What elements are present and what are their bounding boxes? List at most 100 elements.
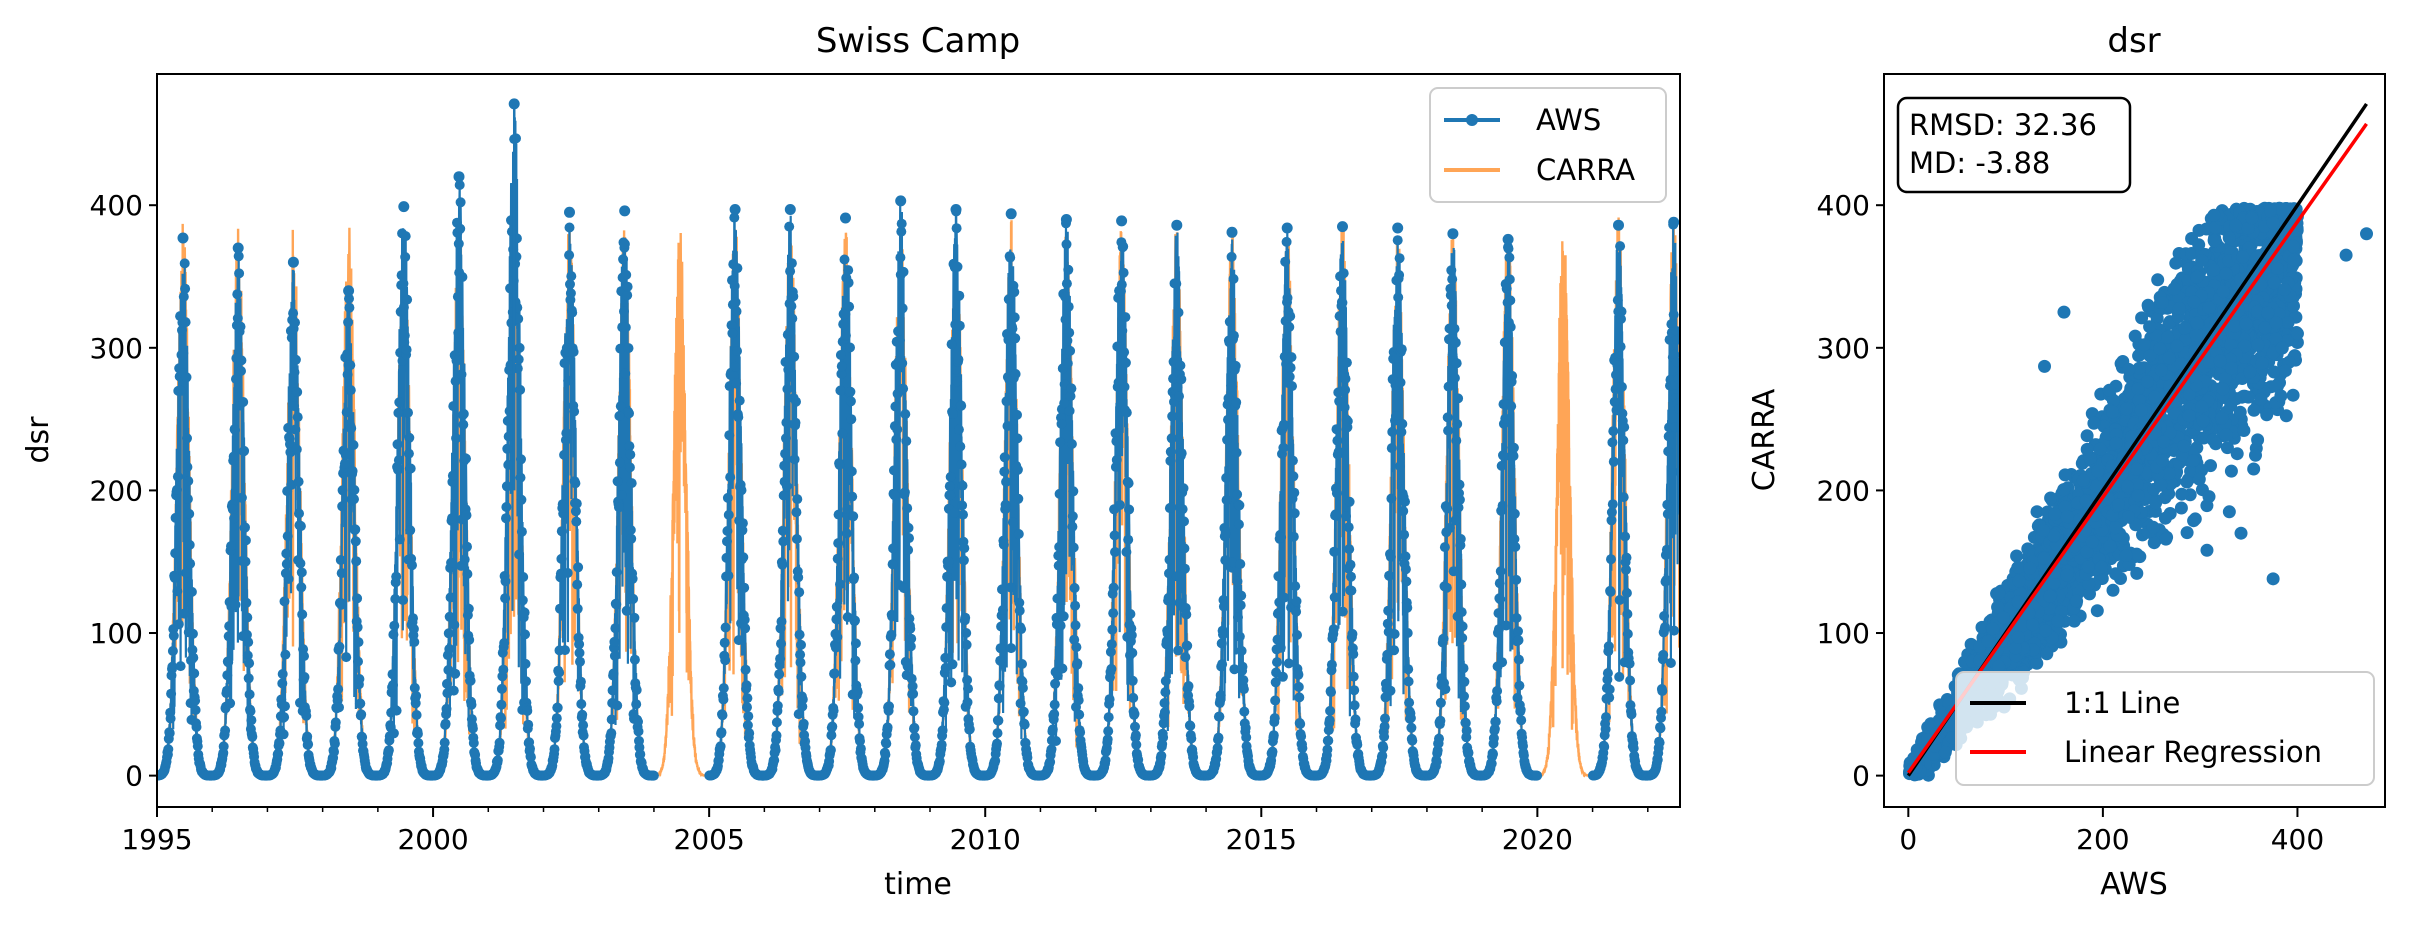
- aws-point: [1272, 634, 1283, 645]
- aws-point: [946, 339, 957, 350]
- aws-peak-point: [287, 256, 299, 268]
- aws-point: [1108, 582, 1119, 593]
- aws-point: [498, 664, 509, 675]
- aws-point: [1607, 499, 1618, 510]
- aws-point: [1287, 381, 1297, 392]
- aws-point: [1403, 664, 1414, 675]
- aws-point: [1000, 499, 1011, 510]
- aws-point: [1385, 551, 1396, 562]
- aws-point: [1106, 639, 1117, 650]
- aws-point: [1282, 292, 1293, 303]
- aws-point: [1604, 692, 1615, 703]
- aws-point: [1013, 529, 1024, 539]
- aws-point: [514, 549, 525, 560]
- aws-point: [295, 558, 306, 569]
- aws-point: [624, 408, 634, 419]
- aws-point: [273, 748, 284, 759]
- aws-point: [1342, 416, 1353, 427]
- aws-point: [1380, 713, 1390, 724]
- aws-point: [770, 745, 781, 756]
- aws-point: [464, 634, 475, 645]
- aws-point: [296, 567, 307, 578]
- aws-point: [958, 555, 969, 566]
- aws-point: [1179, 543, 1190, 554]
- scatter-point: [2286, 388, 2300, 402]
- aws-point: [391, 705, 402, 716]
- aws-point: [1278, 419, 1289, 430]
- aws-point: [520, 658, 531, 669]
- aws-point: [562, 568, 573, 578]
- ytick-label: 400: [90, 189, 143, 222]
- aws-point: [1615, 341, 1626, 352]
- scatter-point: [2230, 447, 2244, 461]
- aws-point: [717, 710, 728, 721]
- aws-point: [997, 605, 1008, 615]
- aws-point: [1457, 621, 1468, 632]
- aws-point: [945, 490, 956, 501]
- aws-point: [350, 536, 361, 547]
- aws-point: [288, 308, 299, 319]
- aws-point: [835, 579, 845, 590]
- aws-point: [166, 688, 177, 699]
- aws-point: [724, 430, 735, 441]
- aws-point: [182, 433, 192, 444]
- aws-point: [1012, 409, 1022, 420]
- aws-point: [230, 425, 241, 435]
- scatter-point: [2180, 526, 2194, 540]
- aws-point: [1398, 506, 1409, 517]
- aws-point: [452, 291, 463, 302]
- aws-point: [1173, 307, 1184, 318]
- aws-point: [1674, 466, 1680, 477]
- aws-point: [1395, 461, 1405, 472]
- aws-point: [280, 701, 290, 712]
- aws-point: [299, 651, 309, 662]
- aws-peak-point: [564, 206, 575, 218]
- xtick-label: 1995: [121, 823, 192, 856]
- aws-point: [1401, 576, 1412, 587]
- aws-point: [1335, 326, 1346, 337]
- aws-point: [1323, 735, 1334, 746]
- aws-point: [995, 655, 1006, 666]
- aws-point: [849, 572, 860, 583]
- aws-point: [1158, 718, 1169, 729]
- aws-point: [624, 441, 635, 452]
- aws-point: [451, 433, 462, 444]
- aws-point: [1621, 588, 1632, 598]
- timeseries-legend: AWS CARRA: [1429, 87, 1667, 203]
- aws-point: [1622, 628, 1633, 639]
- aws-point: [393, 464, 403, 475]
- aws-point: [570, 506, 581, 517]
- aws-point: [797, 701, 808, 712]
- aws-point: [830, 642, 841, 653]
- aws-point: [463, 603, 474, 614]
- aws-point: [499, 638, 510, 648]
- aws-point: [1127, 675, 1138, 686]
- aws-point: [1503, 243, 1514, 254]
- aws-point: [784, 221, 795, 232]
- aws-point: [356, 709, 367, 720]
- ytick-label: 100: [90, 617, 143, 650]
- aws-point: [776, 638, 786, 649]
- aws-point: [611, 567, 622, 578]
- aws-point: [453, 238, 464, 249]
- aws-point: [1071, 642, 1082, 653]
- aws-point: [890, 401, 901, 412]
- aws-peak-point: [619, 205, 631, 217]
- aws-point: [797, 694, 808, 705]
- aws-point: [1165, 446, 1176, 457]
- aws-point: [1453, 502, 1464, 513]
- aws-point: [1119, 381, 1130, 392]
- aws-point: [447, 470, 458, 481]
- aws-point: [633, 726, 644, 737]
- aws-point: [1268, 730, 1279, 741]
- aws-point: [501, 513, 511, 524]
- scatter-point: [2130, 547, 2144, 561]
- aws-point: [1179, 516, 1189, 527]
- aws-point: [454, 180, 465, 190]
- aws-point: [1614, 671, 1625, 682]
- aws-point: [515, 384, 526, 395]
- aws-point: [172, 586, 183, 597]
- aws-point: [1329, 592, 1340, 603]
- aws-point: [1602, 668, 1613, 679]
- aws-point: [511, 251, 522, 262]
